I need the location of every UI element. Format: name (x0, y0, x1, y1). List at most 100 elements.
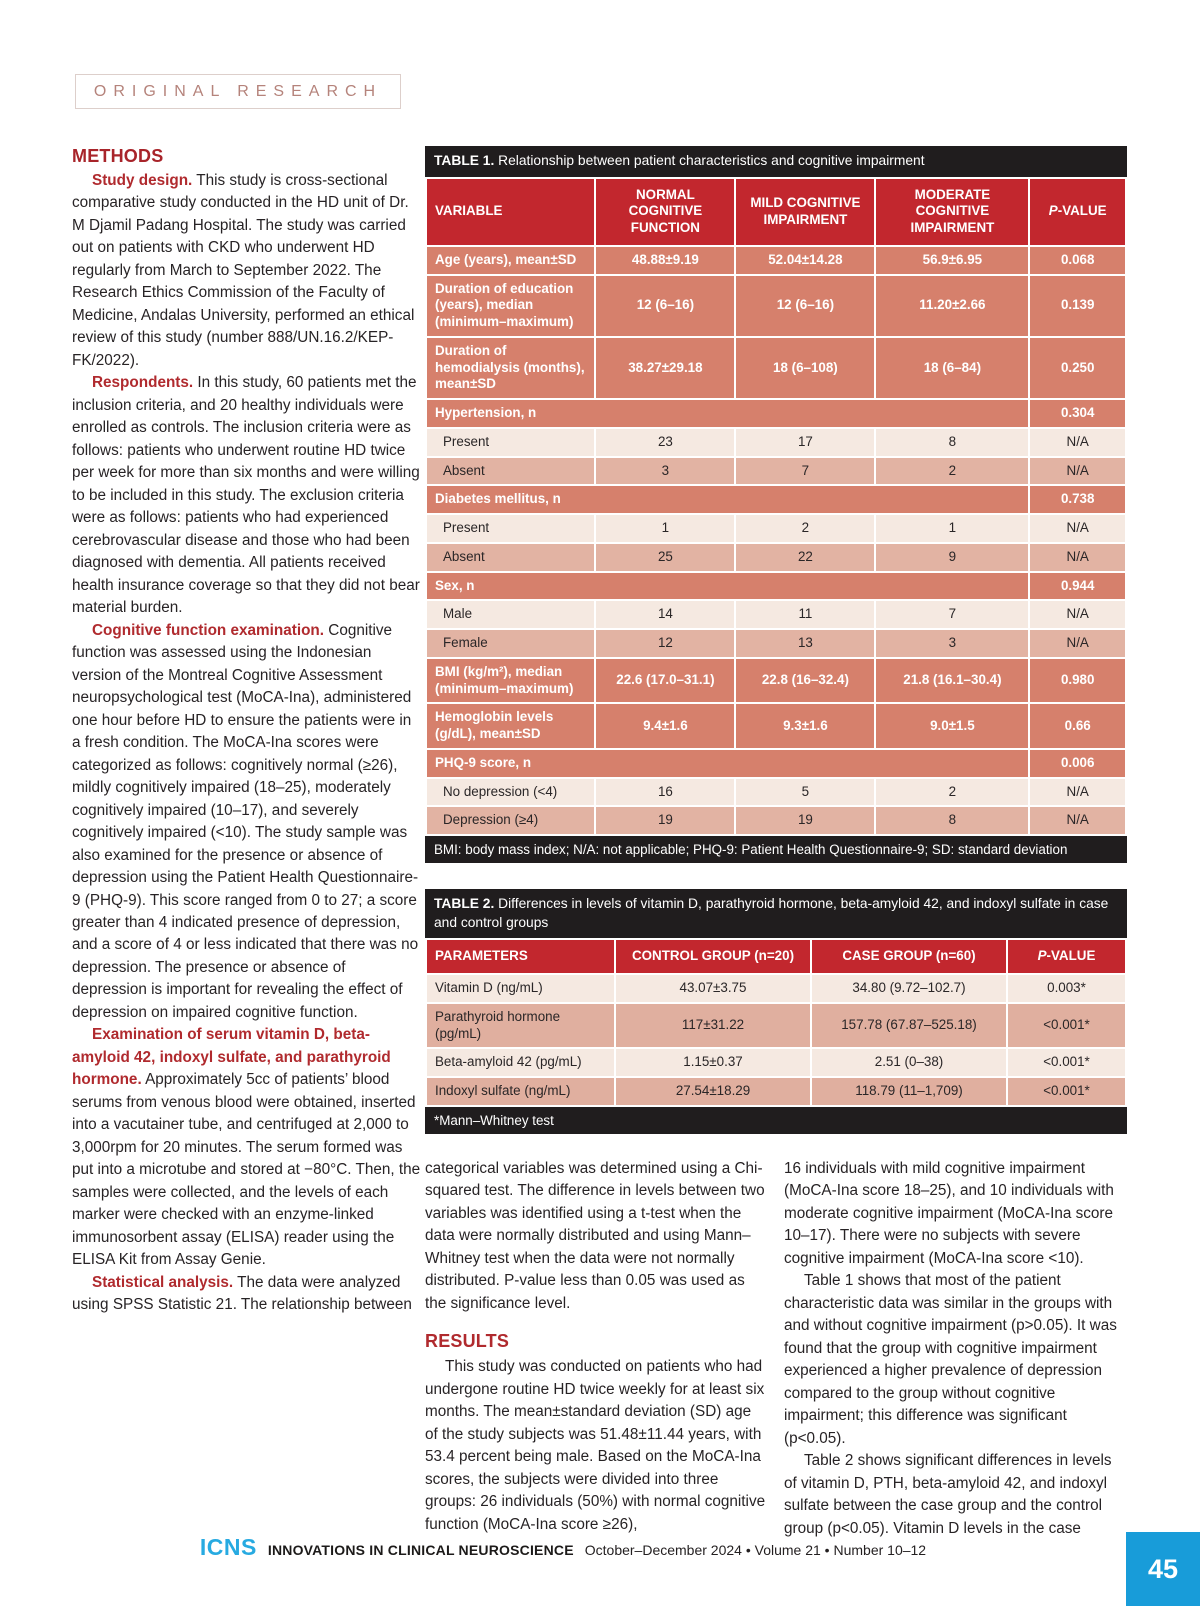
table-cell: Male (424, 599, 597, 631)
table-cell: 18 (6–84) (874, 335, 1031, 401)
table-cell: Hemoglobin levels (g/dL), mean±SD (424, 702, 597, 750)
table-row: Hemoglobin levels (g/dL), mean±SD 9.4±1.6… (424, 702, 1127, 750)
table-cell: 157.78 (67.87–525.18) (810, 1001, 1008, 1050)
table-row: Male 14 11 7 N/A (424, 599, 1127, 631)
page-number: 45 (1147, 1553, 1179, 1584)
table-cell: Sex, n (424, 570, 1031, 602)
table-cell: N/A (1028, 455, 1127, 487)
table-cell: 0.304 (1028, 398, 1127, 429)
table2-footnote: *Mann–Whitney test (425, 1106, 1127, 1134)
table-cell: Absent (424, 455, 597, 487)
table-cell: 17 (734, 426, 877, 458)
table1-footnote: BMI: body mass index; N/A: not applicabl… (425, 836, 1127, 864)
table-row: Duration of hemodialysis (months), mean±… (424, 335, 1127, 401)
paragraph-table2-discussion: Table 2 shows significant differences in… (784, 1452, 1112, 1537)
table-cell: N/A (1028, 805, 1127, 837)
table2-title-number: TABLE 2. (434, 896, 495, 912)
table1-header-pvalue: P-VALUE (1028, 176, 1127, 247)
table2-header-parameters: PARAMETERS (425, 938, 616, 976)
table2-title: TABLE 2. Differences in levels of vitami… (425, 889, 1127, 939)
table-cell: N/A (1028, 628, 1127, 659)
table-cell: 0.068 (1028, 244, 1127, 276)
table-cell: 0.250 (1028, 335, 1127, 401)
table-cell: Present (424, 513, 597, 544)
table-cell: N/A (1028, 513, 1127, 544)
table1-title: TABLE 1. Relationship between patient ch… (425, 146, 1127, 177)
table-cell: 38.27±29.18 (594, 335, 737, 401)
middle-text-column: categorical variables was determined usi… (425, 1158, 768, 1540)
results-heading: RESULTS (425, 1331, 510, 1352)
table-cell: 43.07±3.75 (614, 973, 812, 1004)
table2-header-pvalue: P-VALUE (1006, 938, 1127, 976)
paragraph-lead: Statistical analysis. (92, 1273, 234, 1291)
methods-column: METHODS Study design. This study is cros… (72, 146, 422, 1317)
table-row: BMI (kg/m²), median (minimum–maximum) 22.… (424, 656, 1127, 705)
table-cell: 16 (594, 776, 737, 808)
table2-title-text: Differences in levels of vitamin D, para… (434, 896, 1109, 930)
paragraph-table1-discussion: Table 1 shows that most of the patient c… (784, 1272, 1117, 1447)
table-row: VARIABLE NORMAL COGNITIVE FUNCTION MILD … (424, 176, 1127, 247)
table-cell: 1 (594, 513, 737, 544)
paragraph-lead: Cognitive function examination. (92, 621, 325, 639)
table-row: Diabetes mellitus, n 0.738 (424, 484, 1127, 516)
table-cell: 25 (594, 541, 737, 573)
table-cell: 19 (734, 805, 877, 837)
table-cell: 11 (734, 599, 877, 631)
table-cell: 117±31.22 (614, 1001, 812, 1050)
table-cell: 7 (734, 455, 877, 487)
table2-grid: PARAMETERS CONTROL GROUP (n=20) CASE GRO… (425, 938, 1127, 1107)
table-cell: 2 (874, 455, 1031, 487)
table-cell: Female (424, 628, 597, 659)
table-cell: N/A (1028, 426, 1127, 458)
table-row: Present 1 2 1 N/A (424, 513, 1127, 544)
table1-grid: VARIABLE NORMAL COGNITIVE FUNCTION MILD … (424, 176, 1127, 837)
paragraph-serum-examination: Examination of serum vitamin D, beta-amy… (72, 1024, 422, 1271)
table-cell: 2 (874, 776, 1031, 808)
table1-body: Age (years), mean±SD 48.88±9.19 52.04±14.2… (424, 244, 1127, 837)
table-cell: 0.006 (1028, 747, 1127, 779)
table1-header-moderate: MODERATE COGNITIVE IMPAIRMENT (874, 176, 1031, 247)
table-cell: 12 (594, 628, 737, 659)
table1-header-normal: NORMAL COGNITIVE FUNCTION (594, 176, 737, 247)
table-cell: 11.20±2.66 (874, 273, 1031, 338)
table-cell: 52.04±14.28 (734, 244, 877, 276)
table-cell: BMI (kg/m²), median (minimum–maximum) (424, 656, 597, 705)
paragraph-statistical-analysis: Statistical analysis. The data were anal… (72, 1272, 422, 1317)
table-cell: 22 (734, 541, 877, 573)
table-cell: 0.980 (1028, 656, 1127, 705)
table-cell: 22.6 (17.0–31.1) (594, 656, 737, 705)
table-cell: PHQ-9 score, n (424, 747, 1031, 779)
table-cell: Age (years), mean±SD (424, 244, 597, 276)
table-row: Absent 3 7 2 N/A (424, 455, 1127, 487)
table-cell: 48.88±9.19 (594, 244, 737, 276)
page-footer: ICNS INNOVATIONS IN CLINICAL NEUROSCIENC… (0, 1534, 1126, 1561)
table-cell: 1.15±0.37 (614, 1047, 812, 1079)
table-cell: Diabetes mellitus, n (424, 484, 1031, 516)
paragraph-lead: Study design. (92, 172, 193, 189)
paragraph-study-design: Study design. This study is cross-sectio… (72, 170, 422, 372)
table-cell: 0.003* (1006, 973, 1127, 1004)
table1-header-variable: VARIABLE (424, 176, 597, 247)
table-row: Depression (≥4) 19 19 8 N/A (424, 805, 1127, 837)
table-cell: 19 (594, 805, 737, 837)
table-cell: N/A (1028, 599, 1127, 631)
table-cell: 5 (734, 776, 877, 808)
table-cell: 13 (734, 628, 877, 659)
table-row: Present 23 17 8 N/A (424, 426, 1127, 458)
table-row: Beta-amyloid 42 (pg/mL) 1.15±0.37 2.51 (0–… (425, 1047, 1127, 1079)
issue-info: October–December 2024 • Volume 21 • Numb… (584, 1542, 927, 1558)
lower-columns: categorical variables was determined usi… (425, 1158, 1127, 1540)
table-row: Parathyroid hormone (pg/mL) 117±31.22 157.… (425, 1001, 1127, 1050)
table-cell: 22.8 (16–32.4) (734, 656, 877, 705)
table-cell: <0.001* (1006, 1001, 1127, 1050)
table2-header-control: CONTROL GROUP (n=20) (614, 938, 812, 976)
icns-logo: ICNS (199, 1534, 257, 1560)
table-row: PARAMETERS CONTROL GROUP (n=20) CASE GRO… (425, 938, 1127, 976)
table-cell: 23 (594, 426, 737, 458)
paragraph-results-intro: This study was conducted on patients who… (425, 1358, 766, 1533)
table2-header-row: PARAMETERS CONTROL GROUP (n=20) CASE GRO… (425, 938, 1127, 976)
table-row: Sex, n 0.944 (424, 570, 1127, 602)
table-cell: 12 (6–16) (734, 273, 877, 338)
table-cell: Parathyroid hormone (pg/mL) (425, 1001, 616, 1050)
table-row: Absent 25 22 9 N/A (424, 541, 1127, 573)
